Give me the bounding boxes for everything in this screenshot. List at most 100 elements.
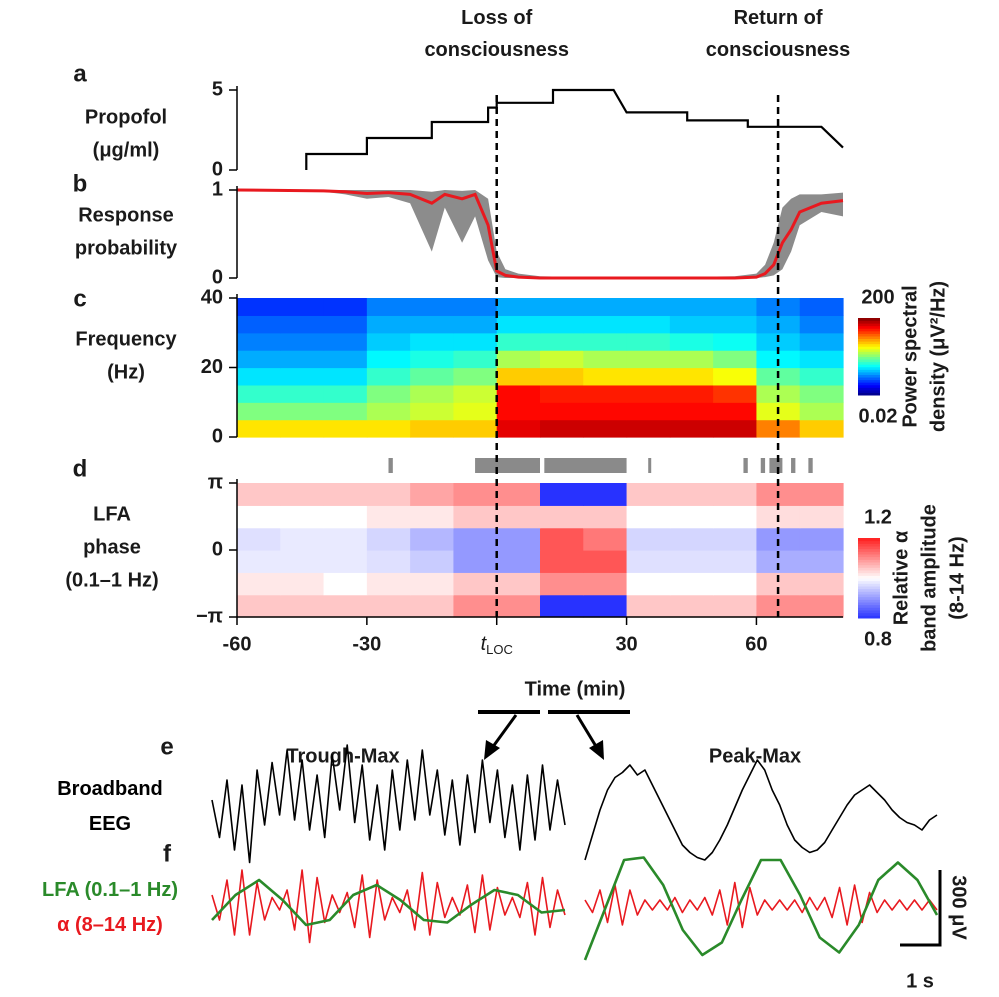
heatmap-cell — [496, 332, 541, 351]
heatmap-cell — [323, 367, 368, 386]
heatmap-cell — [496, 367, 541, 386]
heatmap-cell — [756, 572, 801, 596]
colorbar-segment — [858, 551, 880, 555]
heatmap-cell — [237, 402, 281, 421]
heatmap-cell — [410, 350, 455, 369]
colorbar-segment — [858, 567, 880, 571]
data-line — [236, 188, 844, 280]
colorbar-segment — [858, 599, 880, 603]
colorbar-segment — [858, 615, 880, 619]
heatmap-cell — [669, 350, 714, 369]
heatmap-cell — [540, 527, 584, 551]
trace-title: Peak-Max — [709, 745, 801, 767]
heatmap-cell — [366, 594, 411, 618]
heatmap-cell — [626, 419, 671, 438]
y-axis-label: Frequency — [75, 328, 177, 350]
heatmap-cell — [280, 527, 325, 551]
annotation: Return of consciousness — [705, 7, 851, 61]
trace — [584, 759, 938, 861]
heatmap-cell — [626, 527, 671, 551]
heatmap-cell — [713, 572, 758, 596]
heatmap-cell — [496, 483, 541, 506]
x-tick-label: -60 — [223, 633, 252, 655]
colorbar-segment — [858, 356, 880, 360]
heatmap-cell — [540, 298, 584, 316]
scale-bar-x-label: 1 s — [906, 970, 934, 992]
heatmap-cell — [669, 315, 714, 334]
heatmap-cell — [323, 594, 368, 618]
heatmap-cell — [583, 367, 628, 386]
y-tick-label: 1 — [212, 178, 223, 200]
heatmap-cell — [453, 402, 498, 421]
heatmap-cell — [323, 527, 368, 551]
y-axis-label: LFA — [93, 503, 131, 525]
trace — [211, 878, 566, 927]
y-axis-label: (μg/ml) — [93, 139, 160, 161]
colorbar-segment — [858, 538, 880, 542]
heatmap-cell — [453, 550, 498, 573]
legend-label: α (8–14 Hz) — [57, 914, 163, 936]
heatmap-cell — [366, 483, 411, 506]
heatmap-cell — [453, 505, 498, 529]
trace — [583, 856, 939, 961]
colorbar-segment — [858, 604, 880, 608]
heatmap-cell — [583, 419, 628, 438]
heatmap-cell — [410, 527, 455, 551]
heatmap-cell — [280, 367, 325, 386]
heatmap-cell — [280, 505, 325, 529]
heatmap-cell — [496, 505, 541, 529]
heatmap-cell — [366, 298, 411, 316]
heatmap-cell — [713, 350, 758, 369]
heatmap-cell — [366, 384, 411, 403]
colorbar-tick-label: 0.8 — [864, 628, 892, 650]
legend-label: LFA (0.1–1 Hz) — [42, 879, 178, 901]
y-tick-label: −π — [196, 605, 223, 627]
heatmap-cell — [366, 332, 411, 351]
colorbar-segment — [858, 586, 880, 590]
heatmap-cell — [626, 384, 671, 403]
heatmap-cell — [540, 550, 584, 573]
heatmap-cell — [799, 572, 844, 596]
heatmap-cell — [280, 419, 325, 438]
heatmap-cell — [799, 419, 844, 438]
panel-label: c — [73, 285, 86, 312]
colorbar-segment — [858, 610, 880, 614]
colorbar-segment — [858, 602, 880, 606]
heatmap-cell — [237, 350, 281, 369]
colorbar-segment — [858, 330, 880, 334]
heatmap-cell — [713, 402, 758, 421]
heatmap-cell — [540, 594, 584, 618]
colorbar-segment — [858, 389, 880, 393]
y-tick-label: 0 — [212, 425, 223, 447]
heatmap-cell — [366, 419, 411, 438]
heatmap-cell — [583, 527, 628, 551]
heatmap-cell — [496, 402, 541, 421]
colorbar-segment — [858, 371, 880, 375]
x-tick-label-main: t — [481, 633, 488, 655]
heatmap-cell — [280, 550, 325, 573]
heatmap-cell — [626, 402, 671, 421]
colorbar-tick-label: 200 — [861, 286, 894, 308]
heatmap-cell — [799, 384, 844, 403]
heatmap-cell — [323, 332, 368, 351]
y-tick-label: π — [208, 471, 223, 493]
heatmap-cell — [237, 505, 281, 529]
heatmap-cell — [280, 594, 325, 618]
heatmap-cell — [583, 594, 628, 618]
heatmap-cell — [669, 594, 714, 618]
y-axis-label: Propofol — [85, 106, 167, 128]
colorbar-segment — [858, 387, 880, 391]
heatmap-cell — [799, 402, 844, 421]
heatmap-cell — [799, 550, 844, 573]
heatmap-cell — [583, 505, 628, 529]
heatmap-cell — [410, 332, 455, 351]
heatmap-cell — [799, 315, 844, 334]
heatmap-cell — [323, 419, 368, 438]
y-axis-label: (Hz) — [107, 361, 145, 383]
colorbar-segment — [858, 318, 880, 322]
heatmap-cell — [669, 332, 714, 351]
heatmap-cell — [583, 384, 628, 403]
panel-label: a — [73, 60, 87, 87]
significance-bar — [388, 458, 393, 473]
